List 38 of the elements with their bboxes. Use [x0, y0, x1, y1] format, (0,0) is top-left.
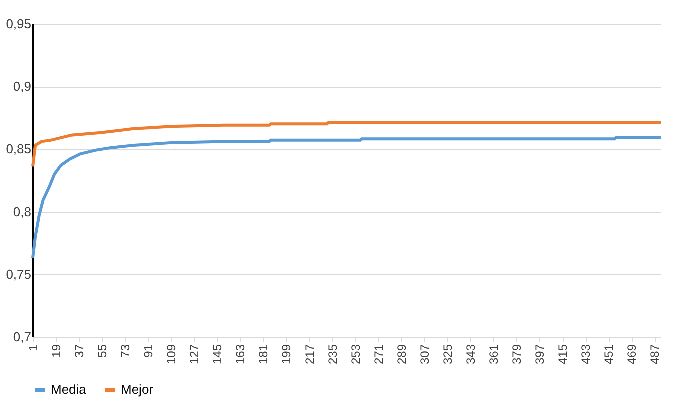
x-tick-label: 361 — [486, 344, 501, 365]
y-tick-label: 0,9 — [13, 79, 32, 94]
legend-label: Mejor — [121, 382, 154, 397]
x-tick-label: 145 — [210, 344, 225, 365]
x-tick-label: 127 — [188, 344, 202, 365]
x-tick-label: 379 — [510, 344, 524, 365]
x-tick-label: 163 — [234, 344, 248, 365]
x-tick-label: 487 — [648, 344, 662, 365]
x-tick-label: 469 — [625, 344, 640, 365]
x-tick-label: 253 — [348, 344, 363, 365]
x-tick-label: 307 — [418, 344, 432, 365]
x-tick-label: 433 — [579, 344, 594, 365]
x-tick-label: 181 — [256, 344, 271, 365]
x-tick-label: 91 — [142, 344, 156, 358]
x-tick-label: 19 — [50, 344, 64, 358]
x-tick-label: 37 — [72, 344, 87, 358]
x-tick-label: 55 — [96, 344, 110, 358]
x-tick-label: 235 — [326, 344, 340, 365]
line-series — [32, 136, 662, 260]
legend-label: Media — [51, 382, 88, 397]
x-tick-label: 271 — [372, 344, 386, 365]
y-tick-label: 0,95 — [6, 16, 32, 32]
x-tick-label: 415 — [556, 344, 570, 365]
x-tick-label: 325 — [440, 344, 455, 365]
x-tick-label: 343 — [464, 344, 478, 365]
y-tick-label: 0,85 — [6, 142, 32, 157]
line-series — [32, 121, 662, 168]
y-tick-label: 0,7 — [13, 330, 32, 344]
x-tick-label: 1 — [26, 344, 40, 352]
x-tick-label: 451 — [602, 344, 616, 365]
x-tick-label: 289 — [394, 344, 409, 365]
y-tick-label: 0,8 — [13, 204, 32, 220]
x-tick-label: 109 — [164, 344, 179, 365]
y-tick-label: 0,75 — [6, 266, 32, 282]
x-tick-label: 397 — [532, 344, 547, 365]
x-tick-label: 199 — [280, 344, 294, 365]
x-tick-label: 73 — [118, 344, 133, 358]
x-tick-label: 217 — [302, 344, 317, 365]
